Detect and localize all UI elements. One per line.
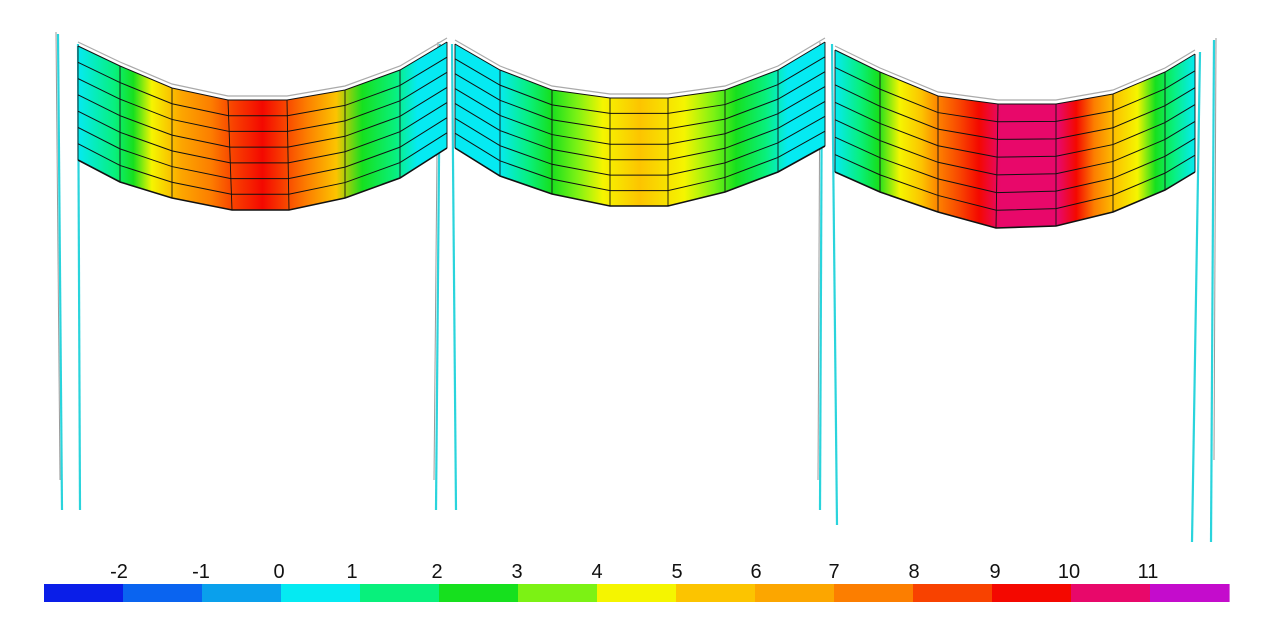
color-scale-segment — [202, 584, 282, 602]
mesh-line — [77, 102, 448, 164]
color-scale-bar — [44, 584, 1230, 602]
color-scale-tick-label: -1 — [192, 561, 210, 583]
color-scale-tick-label: 11 — [1138, 561, 1159, 583]
color-scale-segment — [518, 584, 598, 602]
undeformed-outline — [77, 37, 448, 97]
undeformed-outline — [454, 37, 826, 95]
mesh-line — [77, 132, 448, 195]
mesh-line — [454, 115, 826, 176]
mesh-line — [77, 147, 448, 211]
color-scale-segment — [123, 584, 203, 602]
contour-fill — [78, 42, 447, 210]
mesh-line — [834, 84, 1196, 140]
mesh-line — [834, 154, 1196, 211]
mesh-line — [77, 71, 448, 132]
mesh-line — [834, 136, 1196, 194]
roof-panel-bay-3 — [834, 45, 1196, 229]
mesh-line — [834, 171, 1196, 229]
color-scale-segment — [834, 584, 914, 602]
roof-panel-bay-2 — [454, 37, 826, 207]
undeformed-outline — [834, 45, 1196, 101]
color-scale-segment — [360, 584, 440, 602]
roof-panel-bay-1 — [77, 37, 448, 211]
color-scale-segment — [44, 584, 124, 602]
color-scale-segment — [913, 584, 993, 602]
contour-fill — [455, 42, 825, 206]
mesh-line — [834, 119, 1196, 176]
column-outline — [55, 31, 61, 481]
color-scale-segment — [281, 584, 361, 602]
color-scale-tick-label: 6 — [750, 561, 761, 583]
color-scale-segment — [1150, 584, 1230, 602]
column — [56, 33, 64, 511]
mesh-line — [286, 99, 290, 211]
mesh-line — [454, 145, 826, 207]
mesh-line — [995, 103, 999, 229]
color-scale-segment — [992, 584, 1072, 602]
mesh-line — [454, 130, 826, 192]
mesh-line — [77, 56, 448, 117]
color-scale-labels: -2 -1 0 1 2 3 4 5 6 7 8 9 10 11 — [110, 561, 1158, 583]
column — [1209, 39, 1216, 543]
color-scale-tick-label: 3 — [511, 561, 522, 583]
column — [450, 43, 458, 511]
color-scale-tick-label: 0 — [273, 561, 284, 583]
mesh-line — [77, 87, 448, 148]
color-scale-tick-label: 2 — [431, 561, 442, 583]
mesh-line — [454, 56, 826, 114]
color-scale-tick-label: 10 — [1058, 561, 1080, 583]
mesh-line — [227, 99, 233, 211]
color-scale-tick-label: 9 — [989, 561, 1000, 583]
color-scale-tick-label: 1 — [346, 561, 357, 583]
mesh-line — [834, 66, 1196, 123]
color-scale-segment — [676, 584, 756, 602]
color-scale-tick-label: -2 — [110, 561, 128, 583]
mesh-line — [454, 71, 826, 130]
column — [830, 43, 839, 526]
color-scale-tick-label: 4 — [591, 561, 602, 583]
deformed-roof-panels — [77, 37, 1196, 229]
column — [1190, 51, 1202, 543]
color-scale-segment — [755, 584, 835, 602]
mesh-line — [77, 41, 448, 101]
mesh-line — [454, 86, 826, 145]
color-scale-segment — [439, 584, 519, 602]
mesh-line — [77, 117, 448, 180]
color-scale-tick-label: 5 — [671, 561, 682, 583]
color-scale-tick-label: 7 — [828, 561, 839, 583]
color-scale-tick-label: 8 — [908, 561, 919, 583]
mesh-line — [834, 101, 1196, 158]
color-scale-segment — [597, 584, 677, 602]
mesh-line — [834, 49, 1196, 105]
mesh-line — [454, 100, 826, 161]
column-outline — [1213, 37, 1217, 461]
color-scale-segment — [1071, 584, 1151, 602]
mesh-line — [454, 41, 826, 99]
